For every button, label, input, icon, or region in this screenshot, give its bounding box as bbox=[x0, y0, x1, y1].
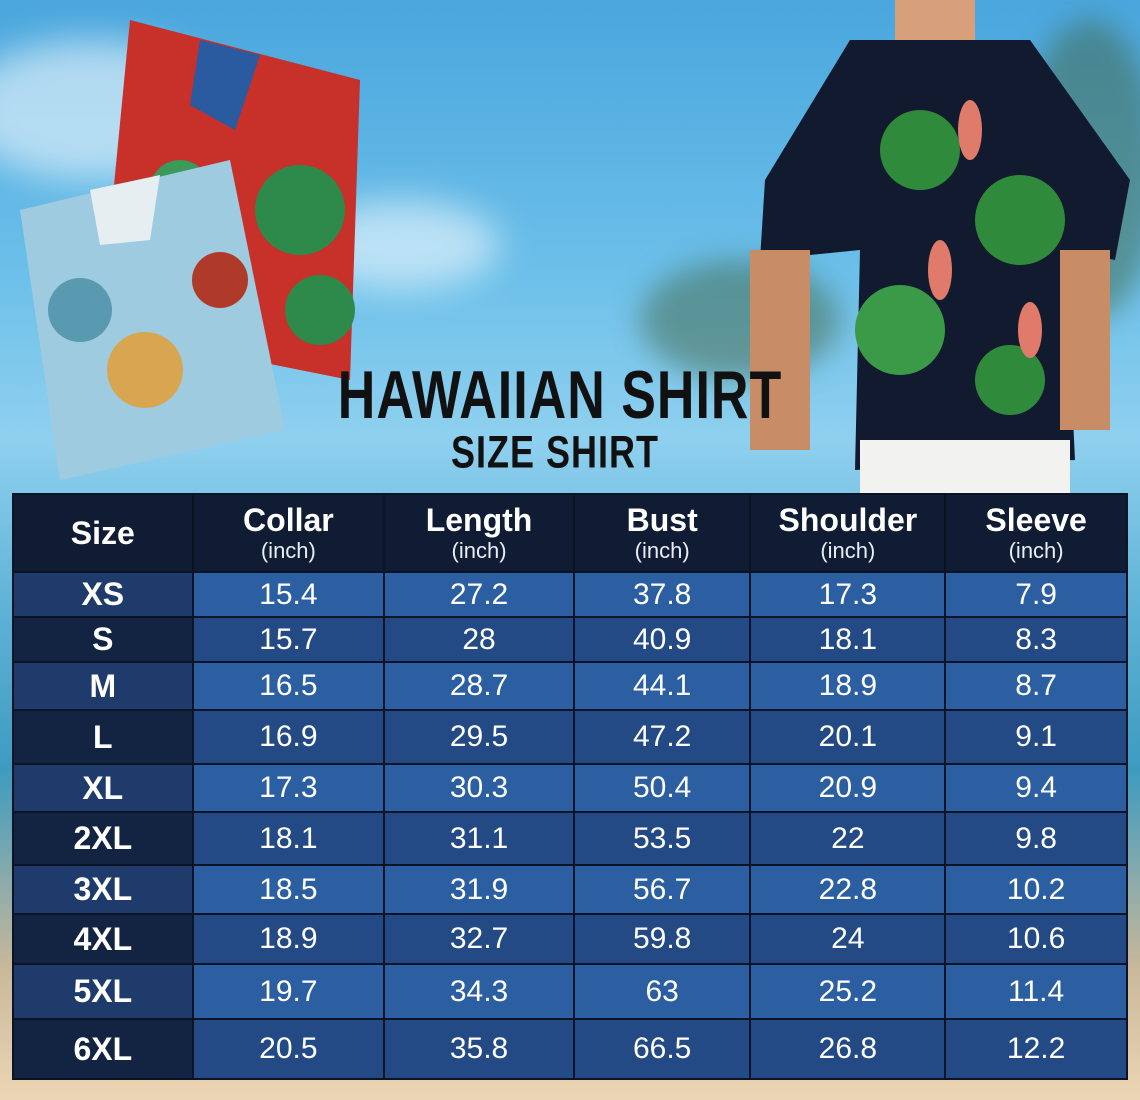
size-cell: 2XL bbox=[12, 811, 194, 866]
model-shirt-image bbox=[750, 0, 1130, 495]
column-label: Length bbox=[425, 502, 533, 538]
measurement-cell: 53.5 bbox=[572, 811, 752, 866]
column-unit: (inch) bbox=[451, 538, 507, 563]
column-header-shoulder: Shoulder (inch) bbox=[749, 493, 947, 573]
measurement-cell: 50.4 bbox=[572, 763, 752, 813]
measurement-cell: 9.8 bbox=[944, 811, 1128, 866]
column-unit: (inch) bbox=[260, 538, 316, 563]
size-cell: XL bbox=[12, 763, 194, 813]
table-row: 2XL 18.1 31.1 53.5 22 9.8 bbox=[12, 811, 1128, 866]
size-cell: S bbox=[12, 616, 194, 663]
measurement-cell: 9.4 bbox=[944, 763, 1128, 813]
column-label: Collar bbox=[243, 502, 334, 538]
measurement-cell: 18.1 bbox=[749, 616, 947, 663]
measurement-cell: 9.1 bbox=[944, 709, 1128, 765]
measurement-cell: 20.9 bbox=[749, 763, 947, 813]
measurement-cell: 63 bbox=[572, 963, 752, 1020]
column-label: Size bbox=[70, 515, 135, 551]
measurement-cell: 15.7 bbox=[191, 616, 386, 663]
blue-shirt bbox=[20, 160, 285, 480]
table-row: M 16.5 28.7 44.1 18.9 8.7 bbox=[12, 661, 1128, 711]
size-chart-table: Size Collar (inch) Length (inch) Bust (inch… bbox=[12, 493, 1128, 1080]
measurement-cell: 10.6 bbox=[944, 913, 1128, 965]
measurement-cell: 15.4 bbox=[191, 571, 386, 618]
size-cell: 3XL bbox=[12, 864, 194, 915]
measurement-cell: 7.9 bbox=[944, 571, 1128, 618]
measurement-cell: 8.7 bbox=[944, 661, 1128, 711]
measurement-cell: 30.3 bbox=[383, 763, 575, 813]
measurement-cell: 28.7 bbox=[383, 661, 575, 711]
table-row: 5XL 19.7 34.3 63 25.2 11.4 bbox=[12, 963, 1128, 1020]
table-row: S 15.7 28 40.9 18.1 8.3 bbox=[12, 616, 1128, 663]
measurement-cell: 59.8 bbox=[572, 913, 752, 965]
measurement-cell: 19.7 bbox=[191, 963, 386, 1020]
measurement-cell: 37.8 bbox=[572, 571, 752, 618]
measurement-cell: 18.5 bbox=[191, 864, 386, 915]
size-cell: 4XL bbox=[12, 913, 194, 965]
folded-shirts-image bbox=[20, 20, 360, 480]
column-label: Bust bbox=[626, 502, 698, 538]
size-cell: 5XL bbox=[12, 963, 194, 1020]
table-row: XS 15.4 27.2 37.8 17.3 7.9 bbox=[12, 571, 1128, 618]
size-cell: 6XL bbox=[12, 1018, 194, 1080]
measurement-cell: 10.2 bbox=[944, 864, 1128, 915]
table-row: 3XL 18.5 31.9 56.7 22.8 10.2 bbox=[12, 864, 1128, 915]
measurement-cell: 44.1 bbox=[572, 661, 752, 711]
measurement-cell: 26.8 bbox=[749, 1018, 947, 1080]
measurement-cell: 25.2 bbox=[749, 963, 947, 1020]
column-unit: (inch) bbox=[1008, 538, 1064, 563]
table-header-row: Size Collar (inch) Length (inch) Bust (inch… bbox=[12, 493, 1128, 573]
measurement-cell: 66.5 bbox=[572, 1018, 752, 1080]
table-row: L 16.9 29.5 47.2 20.1 9.1 bbox=[12, 709, 1128, 765]
measurement-cell: 12.2 bbox=[944, 1018, 1128, 1080]
column-label: Sleeve bbox=[985, 502, 1087, 538]
measurement-cell: 8.3 bbox=[944, 616, 1128, 663]
measurement-cell: 17.3 bbox=[749, 571, 947, 618]
column-header-size: Size bbox=[12, 493, 194, 573]
column-unit: (inch) bbox=[820, 538, 876, 563]
measurement-cell: 16.9 bbox=[191, 709, 386, 765]
measurement-cell: 35.8 bbox=[383, 1018, 575, 1080]
column-header-sleeve: Sleeve (inch) bbox=[944, 493, 1128, 573]
measurement-cell: 17.3 bbox=[191, 763, 386, 813]
column-header-bust: Bust (inch) bbox=[572, 493, 752, 573]
measurement-cell: 18.9 bbox=[191, 913, 386, 965]
page-subtitle: SIZE SHIRT bbox=[450, 426, 660, 478]
column-header-length: Length (inch) bbox=[383, 493, 575, 573]
measurement-cell: 16.5 bbox=[191, 661, 386, 711]
table-row: 4XL 18.9 32.7 59.8 24 10.6 bbox=[12, 913, 1128, 965]
column-unit: (inch) bbox=[634, 538, 690, 563]
measurement-cell: 40.9 bbox=[572, 616, 752, 663]
measurement-cell: 31.9 bbox=[383, 864, 575, 915]
measurement-cell: 24 bbox=[749, 913, 947, 965]
size-cell: XS bbox=[12, 571, 194, 618]
measurement-cell: 28 bbox=[383, 616, 575, 663]
table-row: 6XL 20.5 35.8 66.5 26.8 12.2 bbox=[12, 1018, 1128, 1080]
measurement-cell: 29.5 bbox=[383, 709, 575, 765]
table-row: XL 17.3 30.3 50.4 20.9 9.4 bbox=[12, 763, 1128, 813]
measurement-cell: 31.1 bbox=[383, 811, 575, 866]
measurement-cell: 56.7 bbox=[572, 864, 752, 915]
size-cell: L bbox=[12, 709, 194, 765]
measurement-cell: 20.5 bbox=[191, 1018, 386, 1080]
page-title: HAWAIIAN SHIRT bbox=[337, 358, 783, 434]
measurement-cell: 18.1 bbox=[191, 811, 386, 866]
measurement-cell: 32.7 bbox=[383, 913, 575, 965]
measurement-cell: 20.1 bbox=[749, 709, 947, 765]
measurement-cell: 11.4 bbox=[944, 963, 1128, 1020]
measurement-cell: 34.3 bbox=[383, 963, 575, 1020]
column-header-collar: Collar (inch) bbox=[191, 493, 386, 573]
measurement-cell: 22 bbox=[749, 811, 947, 866]
size-cell: M bbox=[12, 661, 194, 711]
measurement-cell: 47.2 bbox=[572, 709, 752, 765]
measurement-cell: 22.8 bbox=[749, 864, 947, 915]
measurement-cell: 27.2 bbox=[383, 571, 575, 618]
column-label: Shoulder bbox=[778, 502, 918, 538]
measurement-cell: 18.9 bbox=[749, 661, 947, 711]
